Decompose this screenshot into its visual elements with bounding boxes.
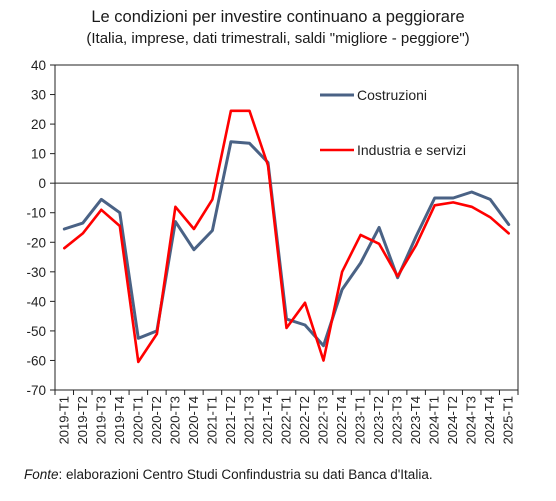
x-tick-label: 2023-T4 [408, 396, 423, 444]
chart-subtitle: (Italia, imprese, dati trimestrali, sald… [86, 30, 470, 47]
x-tick-label: 2019-T3 [93, 396, 108, 444]
x-tick-label: 2019-T1 [56, 396, 71, 444]
y-tick-label: -30 [26, 265, 46, 280]
x-tick-label: 2024-T4 [482, 396, 497, 444]
y-tick-label: -40 [26, 294, 46, 309]
x-tick-label: 2022-T2 [297, 396, 312, 444]
x-tick-label: 2021-T1 [204, 396, 219, 444]
y-tick-label: -70 [26, 383, 46, 398]
y-tick-label: -10 [26, 206, 46, 221]
series-line-industria-e-servizi [63, 109, 511, 364]
x-tick-label: 2022-T3 [316, 396, 331, 444]
legend-label: Industria e servizi [357, 142, 466, 158]
x-tick-label: 2024-T1 [427, 396, 442, 444]
x-tick-label: 2025-T1 [501, 396, 516, 444]
y-tick-label: 10 [31, 147, 46, 162]
source-note: Fonte: elaborazioni Centro Studi Confind… [24, 467, 433, 482]
x-tick-label: 2022-T4 [334, 396, 349, 444]
y-tick-label: 0 [38, 176, 46, 191]
x-tick-label: 2020-T1 [130, 396, 145, 444]
x-tick-label: 2024-T3 [464, 396, 479, 444]
y-tick-label: -20 [26, 235, 46, 250]
x-tick-label: 2021-T2 [223, 396, 238, 444]
x-tick-label: 2024-T2 [445, 396, 460, 444]
y-tick-label: 40 [31, 58, 46, 73]
x-tick-label: 2021-T4 [260, 396, 275, 444]
legend-label: Costruzioni [357, 87, 427, 103]
y-tick-label: 30 [31, 88, 46, 103]
x-tick-label: 2020-T3 [167, 396, 182, 444]
y-tick-label: -50 [26, 324, 46, 339]
source-label: Fonte [24, 467, 59, 482]
x-tick-label: 2019-T4 [112, 396, 127, 444]
x-tick-label: 2020-T2 [149, 396, 164, 444]
x-tick-label: 2023-T3 [390, 396, 405, 444]
x-tick-label: 2023-T2 [371, 396, 386, 444]
y-tick-label: 20 [31, 117, 46, 132]
x-tick-label: 2023-T1 [353, 396, 368, 444]
chart-title: Le condizioni per investire continuano a… [91, 8, 465, 26]
x-tick-label: 2019-T2 [75, 396, 90, 444]
x-tick-label: 2022-T1 [279, 396, 294, 444]
x-tick-label: 2020-T4 [186, 396, 201, 444]
plot-frame [54, 64, 519, 391]
source-text: : elaborazioni Centro Studi Confindustri… [58, 467, 433, 482]
y-tick-label: -60 [26, 353, 46, 368]
x-tick-label: 2021-T3 [241, 396, 256, 444]
